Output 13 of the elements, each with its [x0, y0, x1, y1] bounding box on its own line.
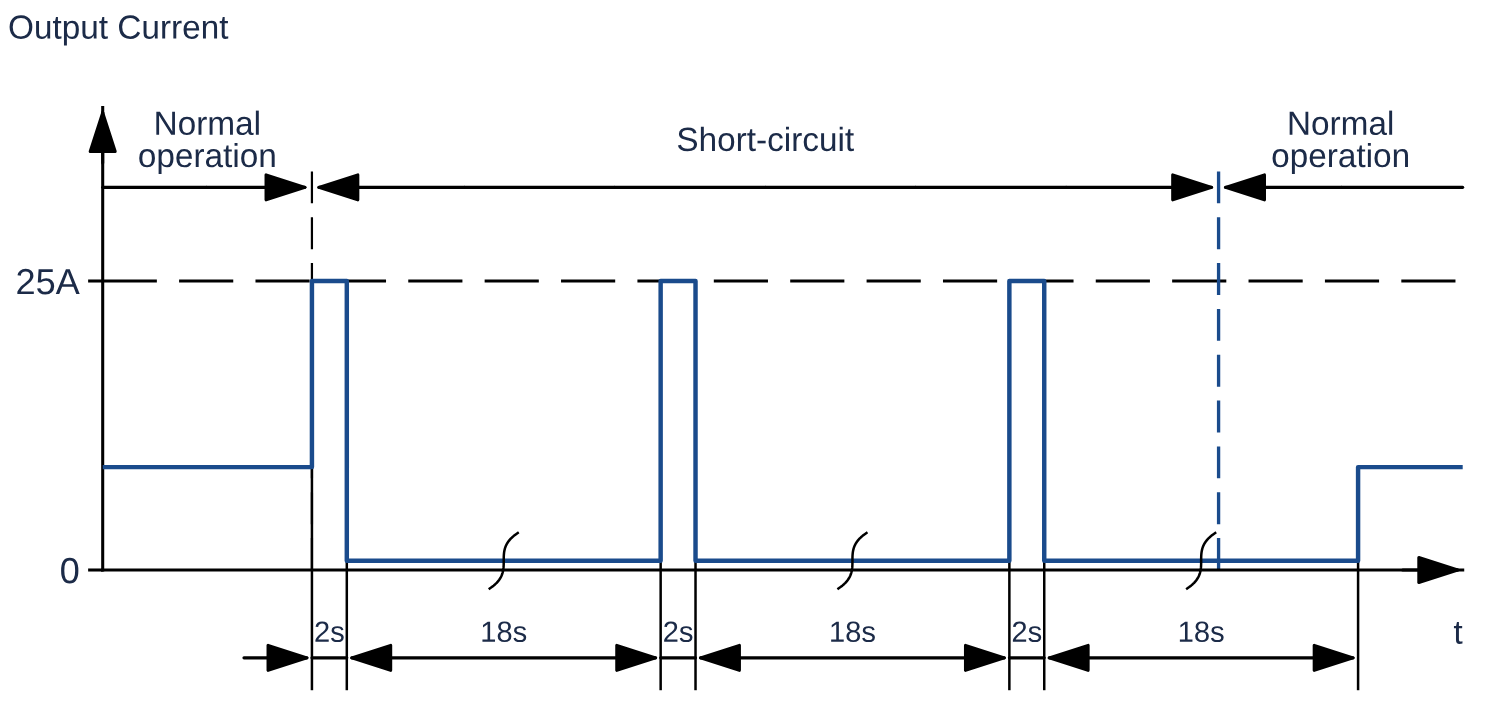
x-axis-title: t: [1453, 622, 1463, 644]
y-tick-label: 25A: [17, 268, 80, 295]
text: 18s: [831, 621, 875, 643]
text: 18s: [482, 621, 527, 643]
text: 2s: [1012, 621, 1042, 643]
text: 18s: [1179, 621, 1224, 643]
annotation: Normal operation: [139, 110, 275, 174]
text: 2s: [664, 621, 693, 643]
chart-title: Output Current: [9, 15, 229, 46]
annotation: Normal operation: [1272, 110, 1408, 174]
text: 2s: [315, 621, 344, 643]
y-tick-label: 0: [61, 557, 79, 584]
annotation: Short-circuit: [677, 126, 854, 152]
